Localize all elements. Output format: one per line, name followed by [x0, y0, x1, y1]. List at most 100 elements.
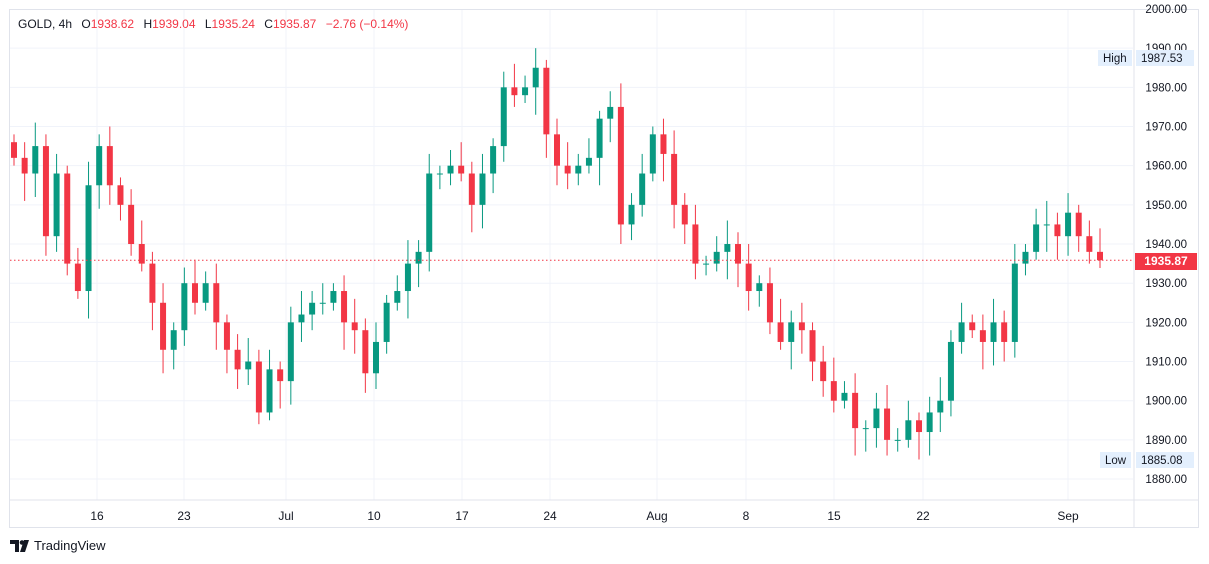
y-tick-label: 1960.00: [1145, 161, 1187, 173]
candle-body: [937, 400, 944, 413]
low-marker-value: 1885.08: [1136, 452, 1194, 468]
candle-body: [21, 157, 28, 174]
candle-body: [255, 361, 262, 413]
candle-body: [926, 412, 933, 433]
candle-body: [128, 204, 135, 245]
candle-body: [713, 251, 720, 264]
candle-body: [798, 322, 805, 331]
candle-body: [149, 263, 156, 303]
candle-body: [1054, 224, 1061, 237]
low-label: L: [204, 17, 212, 31]
candle-body: [330, 291, 337, 303]
candle-body: [916, 420, 922, 433]
candle-body: [724, 244, 731, 252]
x-tick-label: 24: [543, 509, 557, 523]
candle-body: [490, 146, 497, 174]
candle-body: [32, 146, 39, 174]
candle-body: [42, 146, 49, 237]
candle-body: [639, 173, 646, 205]
low-marker-label: Low: [1100, 452, 1132, 468]
candle-body: [277, 369, 284, 382]
candle-body: [96, 146, 103, 186]
candle-body: [458, 165, 465, 174]
candle-body: [298, 314, 305, 323]
candle-body: [223, 322, 230, 350]
close-label: C: [264, 17, 273, 31]
candle-body: [447, 165, 454, 174]
candle-body: [766, 283, 773, 323]
y-tick-label: 1880.00: [1145, 474, 1187, 486]
candle-body: [53, 173, 60, 237]
x-tick-label: Sep: [1057, 509, 1079, 523]
y-tick-label: 1980.00: [1145, 82, 1187, 94]
candle-body: [649, 134, 656, 174]
candle-body: [181, 283, 188, 331]
candle-body: [905, 420, 912, 440]
candle-body: [117, 185, 124, 205]
tradingview-logo-icon: [10, 539, 29, 552]
candle-body: [1033, 224, 1040, 252]
high-marker-value: 1987.53: [1136, 50, 1194, 66]
candle-body: [1022, 251, 1029, 264]
candle-body: [319, 302, 326, 304]
y-tick-label: 1970.00: [1145, 122, 1187, 134]
candle-body: [394, 291, 401, 303]
candle-body: [341, 291, 348, 323]
candle-body: [692, 224, 699, 264]
candle-body: [468, 173, 475, 205]
candle-body: [404, 263, 411, 292]
symbol-label: GOLD, 4h: [18, 17, 73, 31]
candle-body: [170, 330, 177, 350]
candle-body: [1043, 224, 1050, 226]
candle-body: [735, 244, 741, 264]
candle-body: [85, 185, 92, 292]
ohlc-legend: GOLD, 4h O1938.62 H1939.04 L1935.24 C193…: [18, 17, 414, 31]
candle-body: [585, 157, 592, 166]
candle-body: [990, 322, 997, 342]
candle-body: [884, 408, 891, 440]
brand-name: TradingView: [34, 538, 106, 553]
candle-body: [873, 408, 880, 429]
candle-body: [436, 173, 443, 175]
candle-body: [287, 322, 294, 382]
candle-body: [362, 330, 369, 374]
candle-body: [756, 283, 763, 292]
candle-body: [703, 263, 710, 265]
candle-body: [862, 428, 869, 430]
candle-body: [841, 392, 848, 401]
candle-body: [266, 369, 273, 413]
tradingview-logo[interactable]: TradingView: [10, 538, 106, 553]
candle-body: [617, 106, 624, 225]
x-tick-label: 15: [827, 509, 841, 523]
candle-body: [74, 263, 81, 292]
y-tick-label: 1920.00: [1145, 317, 1187, 329]
candle-body: [671, 153, 678, 205]
candle-body: [1065, 212, 1072, 237]
candle-body: [852, 392, 859, 429]
y-tick-label: 1930.00: [1145, 278, 1187, 290]
candle-body: [554, 134, 560, 166]
candle-body: [245, 361, 252, 370]
candle-body: [564, 165, 571, 174]
candle-body: [106, 146, 113, 186]
change-value: −2.76 (−0.14%): [325, 17, 409, 31]
candle-body: [894, 439, 901, 441]
candle-body: [1086, 236, 1093, 252]
candle-body: [979, 330, 986, 342]
x-tick-label: 22: [916, 509, 930, 523]
open-value: 1938.62: [90, 17, 135, 31]
last-price-tag: 1935.87: [1135, 253, 1197, 270]
y-tick-label: 1900.00: [1145, 396, 1187, 408]
high-marker-label: High: [1098, 50, 1132, 66]
y-tick-label: 1940.00: [1145, 239, 1187, 251]
x-tick-label: 8: [743, 509, 750, 523]
candle-body: [1075, 212, 1082, 237]
candle-body: [777, 322, 784, 342]
candle-body: [64, 173, 71, 264]
candle-body: [820, 361, 827, 382]
chart-frame: [9, 9, 1199, 528]
candle-body: [681, 204, 688, 225]
candle-body: [192, 283, 198, 303]
candle-body: [160, 302, 167, 350]
